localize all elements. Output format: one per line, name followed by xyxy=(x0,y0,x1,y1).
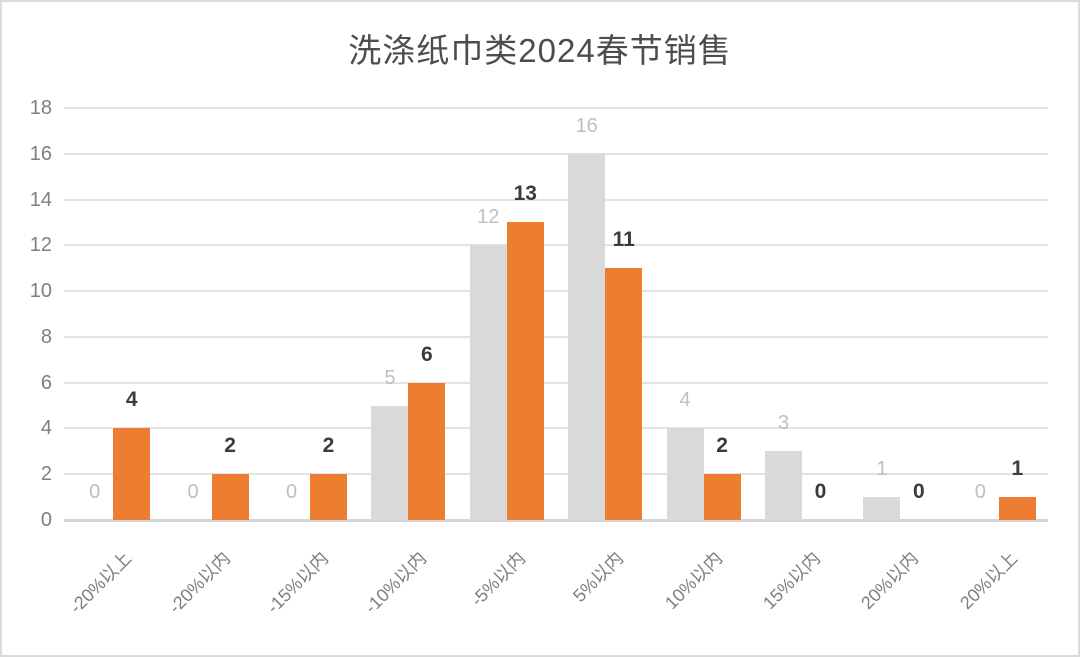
data-label-gray--15%以内: 0 xyxy=(285,481,298,503)
y-tick-label-18: 18 xyxy=(29,97,52,119)
data-label-gray--10%以内: 5 xyxy=(384,366,396,389)
data-label-gray--20%以内: 0 xyxy=(187,481,199,503)
gridline-y6 xyxy=(64,381,1048,384)
y-tick-label-0: 0 xyxy=(40,509,52,531)
gridline-y18 xyxy=(64,107,1048,109)
bar-gray-15%以内 xyxy=(765,451,802,520)
data-label-orange-20%以上: 1 xyxy=(1011,457,1024,481)
bar-orange--5%以内 xyxy=(506,222,544,520)
y-tick-label-16: 16 xyxy=(29,142,52,165)
bar-gray--5%以内 xyxy=(469,245,507,520)
bar-gray-5%以内 xyxy=(568,153,606,520)
data-label-orange-15%以内: 0 xyxy=(814,480,827,503)
x-tick-label-wrap-10: 20%以上 xyxy=(707,548,1021,613)
gridline-y14 xyxy=(64,198,1048,201)
chart-title: 洗涤纸巾类2024春节销售 xyxy=(348,32,732,69)
data-label-gray--20%以上: 0 xyxy=(89,481,101,503)
gridline-y2 xyxy=(64,473,1048,476)
data-label-orange-20%以内: 0 xyxy=(913,480,925,503)
bar-orange--20%以内 xyxy=(211,474,249,520)
data-label-orange-5%以内: 11 xyxy=(612,228,635,252)
y-tick-label-14: 14 xyxy=(29,188,52,211)
y-tick-label-10: 10 xyxy=(29,280,52,303)
data-label-gray-5%以内: 16 xyxy=(575,114,598,137)
bar-orange-20%以上 xyxy=(998,497,1036,520)
bar-orange--10%以内 xyxy=(408,382,446,520)
data-label-gray-15%以内: 3 xyxy=(777,412,790,435)
bar-gray--10%以内 xyxy=(371,405,409,520)
y-tick-label-6: 6 xyxy=(40,371,52,394)
data-label-orange--15%以内: 2 xyxy=(322,434,335,458)
x-axis-line xyxy=(64,519,1048,522)
y-tick-label-12: 12 xyxy=(29,234,52,257)
bar-orange--15%以内 xyxy=(310,474,347,520)
data-label-gray-10%以内: 4 xyxy=(679,389,691,412)
gridline-y12 xyxy=(64,244,1048,247)
data-label-orange--20%以内: 2 xyxy=(224,434,236,458)
y-tick-label-2: 2 xyxy=(40,463,52,486)
data-label-orange--5%以内: 13 xyxy=(513,182,537,206)
gridline-y8 xyxy=(64,335,1048,338)
gridline-y10 xyxy=(64,290,1048,293)
data-label-orange--20%以上: 4 xyxy=(125,388,138,412)
data-label-gray-20%以上: 0 xyxy=(974,481,986,503)
bar-orange-5%以内 xyxy=(605,268,643,520)
data-label-orange-10%以内: 2 xyxy=(716,434,728,458)
gridline-y4 xyxy=(64,427,1048,430)
data-label-orange--10%以内: 6 xyxy=(421,342,433,366)
bar-orange-10%以内 xyxy=(703,474,741,520)
bar-orange--20%以上 xyxy=(113,428,151,520)
data-label-gray--5%以内: 12 xyxy=(477,206,500,229)
y-tick-label-8: 8 xyxy=(40,325,52,348)
data-label-gray-20%以内: 1 xyxy=(876,458,888,481)
gridline-y16 xyxy=(64,152,1048,155)
bar-gray-20%以内 xyxy=(863,497,901,520)
y-tick-label-4: 4 xyxy=(40,417,52,440)
bar-gray-10%以内 xyxy=(666,428,704,520)
